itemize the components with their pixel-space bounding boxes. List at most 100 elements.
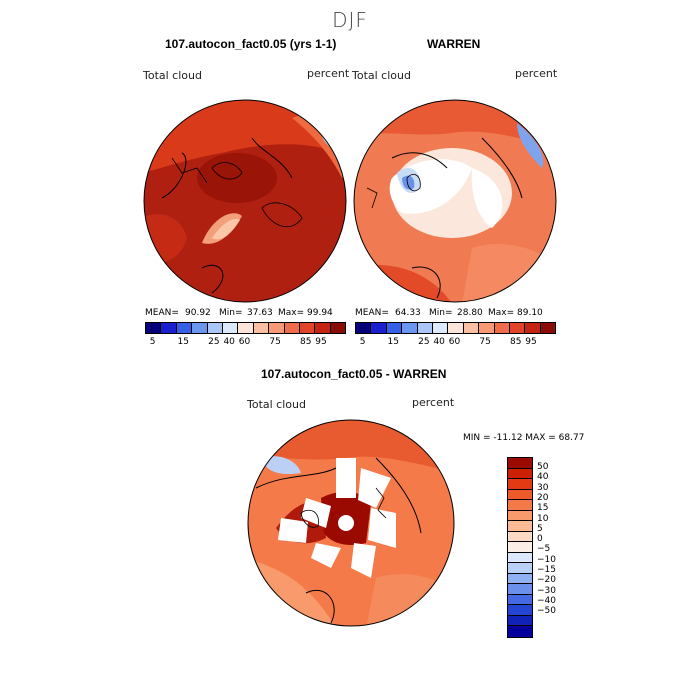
- colorbar-label: 75: [479, 337, 491, 347]
- colorbar-label: −40: [537, 595, 556, 606]
- diff-minmax: MIN = -11.12 MAX = 68.77: [463, 433, 585, 443]
- colorbar-label: 15: [387, 337, 399, 347]
- panel2-mean-label: MEAN=: [355, 308, 389, 318]
- panel1-max-value: 99.94: [307, 308, 333, 318]
- figure-title: DJF: [332, 8, 368, 32]
- colorbar-swatch: [161, 323, 177, 333]
- colorbar-swatch: [176, 323, 193, 333]
- colorbar-label: −50: [537, 606, 556, 617]
- colorbar-swatch: [508, 615, 532, 626]
- colorbar-swatch: [330, 323, 346, 333]
- colorbar-label: 75: [269, 337, 281, 347]
- colorbar-swatch: [508, 542, 532, 553]
- panel2-max-label: Max=: [488, 308, 515, 318]
- colorbar-label: −20: [537, 575, 556, 586]
- colorbar-label: 40: [433, 337, 445, 347]
- panel1-max-label: Max=: [278, 308, 305, 318]
- diff-variable: Total cloud: [247, 398, 306, 411]
- panel2-title: WARREN: [427, 37, 481, 51]
- colorbar-swatch: [222, 323, 239, 333]
- colorbar-swatch: [299, 323, 316, 333]
- colorbar-swatch: [508, 510, 532, 521]
- colorbar-swatch: [463, 323, 480, 333]
- colorbar-label: −30: [537, 585, 556, 596]
- colorbar-swatch: [508, 573, 532, 584]
- panel2-min-value: 28.80: [457, 308, 483, 318]
- colorbar-label: 40: [223, 337, 235, 347]
- colorbar-swatch: [508, 531, 532, 542]
- colorbar-swatch: [402, 323, 418, 333]
- panel2-colorbar: [355, 322, 556, 334]
- colorbar-swatch: [508, 458, 532, 469]
- colorbar-swatch: [432, 323, 449, 333]
- panel1-units: percent: [307, 67, 350, 80]
- colorbar-label: −15: [537, 565, 556, 575]
- colorbar-swatch: [508, 594, 532, 605]
- colorbar-swatch: [508, 563, 532, 574]
- colorbar-swatch: [508, 521, 532, 532]
- colorbar-label: 10: [537, 513, 549, 524]
- panel1-title: 107.autocon_fact0.05 (yrs 1-1): [165, 37, 337, 51]
- colorbar-label: 5: [537, 523, 543, 534]
- panel1-variable: Total cloud: [143, 69, 202, 82]
- colorbar-swatch: [448, 323, 464, 333]
- diff-units: percent: [412, 396, 455, 409]
- colorbar-label: 60: [448, 337, 461, 347]
- colorbar-swatch: [238, 323, 254, 333]
- panel1-mean-value: 90.92: [185, 308, 211, 318]
- panel2-mean-value: 64.33: [395, 308, 421, 318]
- panel1-mean-label: MEAN=: [145, 308, 179, 318]
- colorbar-swatch: [508, 468, 532, 479]
- colorbar-swatch: [508, 626, 532, 637]
- diff-title: 107.autocon_fact0.05 - WARREN: [261, 367, 447, 381]
- colorbar-swatch: [508, 584, 532, 595]
- colorbar-label: 0: [537, 534, 543, 545]
- panel2-max-value: 89.10: [517, 308, 543, 318]
- colorbar-swatch: [508, 552, 532, 563]
- colorbar-label: 95: [315, 337, 327, 347]
- colorbar-swatch: [356, 323, 372, 333]
- colorbar-swatch: [494, 323, 510, 333]
- panel2-variable: Total cloud: [352, 69, 411, 82]
- colorbar-label: 50: [537, 462, 549, 472]
- colorbar-swatch: [284, 323, 300, 333]
- colorbar-swatch: [386, 323, 403, 333]
- colorbar-swatch: [479, 323, 495, 333]
- colorbar-label: 25: [208, 337, 220, 347]
- colorbar-swatch: [508, 479, 532, 490]
- colorbar-label: 40: [537, 472, 549, 483]
- colorbar-swatch: [525, 323, 541, 333]
- colorbar-swatch: [192, 323, 208, 333]
- colorbar-label: 85: [299, 337, 312, 347]
- panel2-units: percent: [515, 67, 558, 80]
- colorbar-swatch: [146, 323, 162, 333]
- colorbar-swatch: [508, 500, 532, 511]
- colorbar-label: 5: [149, 337, 156, 347]
- panel1-polar-map: [143, 99, 347, 303]
- colorbar-label: 20: [537, 492, 549, 503]
- colorbar-label: −10: [537, 554, 556, 565]
- colorbar-label: 30: [537, 482, 549, 493]
- colorbar-swatch: [269, 323, 285, 333]
- colorbar-label: 60: [238, 337, 251, 347]
- colorbar-swatch: [253, 323, 270, 333]
- colorbar-label: −5: [537, 544, 551, 555]
- colorbar-label: 15: [177, 337, 189, 347]
- diff-colorbar: [507, 457, 533, 638]
- colorbar-label: 5: [359, 337, 366, 347]
- colorbar-swatch: [371, 323, 387, 333]
- panel2-polar-map: [353, 99, 557, 303]
- colorbar-swatch: [417, 323, 433, 333]
- diff-polar-map: [247, 419, 455, 627]
- colorbar-swatch: [207, 323, 223, 333]
- panel1-min-label: Min=: [219, 308, 243, 318]
- colorbar-label: 15: [537, 503, 549, 514]
- colorbar-swatch: [540, 323, 556, 333]
- colorbar-label: 85: [509, 337, 522, 347]
- panel1-colorbar: [145, 322, 346, 334]
- colorbar-label: 95: [525, 337, 537, 347]
- panel2-min-label: Min=: [429, 308, 453, 318]
- colorbar-swatch: [509, 323, 526, 333]
- colorbar-swatch: [315, 323, 331, 333]
- panel1-min-value: 37.63: [247, 308, 273, 318]
